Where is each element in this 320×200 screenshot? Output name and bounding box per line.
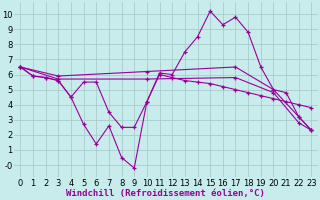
X-axis label: Windchill (Refroidissement éolien,°C): Windchill (Refroidissement éolien,°C) (67, 189, 265, 198)
